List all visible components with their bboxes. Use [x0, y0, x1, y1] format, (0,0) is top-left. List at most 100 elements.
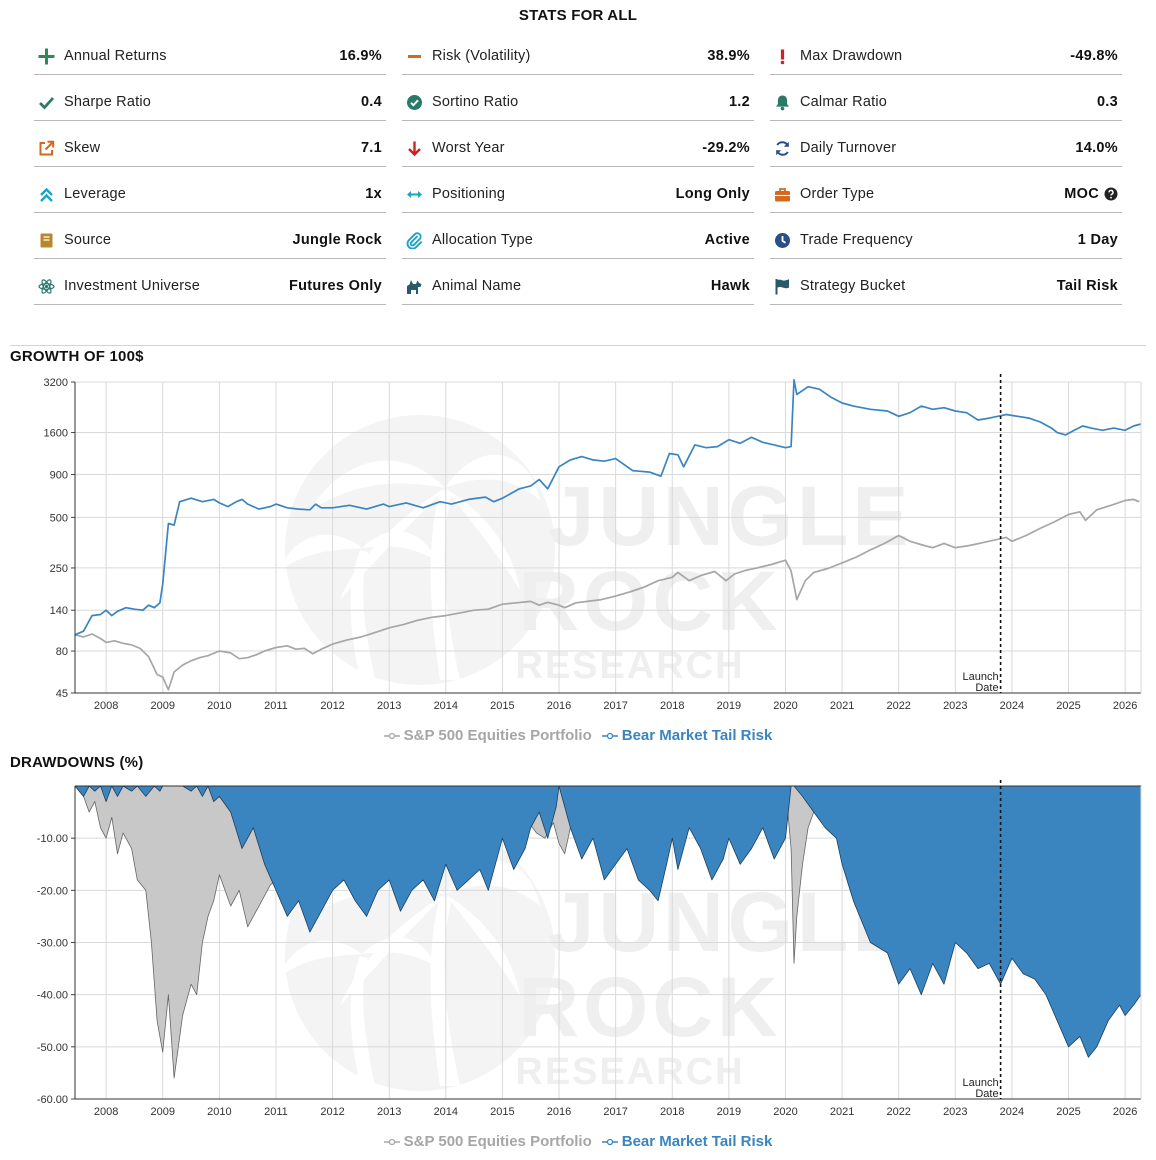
stat-value-text: 1.2 [728, 94, 750, 110]
stat-value: Hawk [711, 278, 750, 294]
legend-marker-benchmark [383, 732, 400, 739]
stat-value-text: 1x [365, 186, 382, 202]
refresh-icon [775, 140, 789, 156]
x-tick-label: 2023 [943, 700, 967, 712]
stat-value-text: 1 Day [1077, 232, 1118, 248]
watermark-text-1: JUNGLE [548, 469, 913, 563]
x-tick-label: 2026 [1113, 1106, 1137, 1118]
legend-label-strategy: Bear Market Tail Risk [621, 727, 773, 744]
x-tick-label: 2016 [547, 1106, 571, 1118]
stat-value-text: 7.1 [360, 140, 382, 156]
y-tick-label: -30.00 [37, 938, 68, 950]
y-tick-label: 140 [50, 605, 68, 617]
series-area-strategy [74, 785, 1142, 1058]
stat-label: Risk (Volatility) [432, 48, 531, 64]
legend-item-strategy[interactable]: Bear Market Tail Risk [601, 1133, 772, 1150]
legend-item-strategy[interactable]: Bear Market Tail Risk [601, 727, 773, 744]
stat-value-text: Futures Only [288, 278, 382, 294]
paperclip-icon [404, 230, 424, 250]
stat-row: Leverage 1x [34, 176, 386, 213]
x-tick-label: 2016 [547, 700, 571, 712]
stat-row: Animal Name Hawk [402, 268, 754, 305]
legend-item-benchmark[interactable]: S&P 500 Equities Portfolio [383, 1133, 592, 1150]
launch-label: Date [975, 682, 998, 694]
stat-row: Calmar Ratio 0.3 [770, 84, 1122, 121]
y-tick-label: -10.00 [37, 833, 68, 845]
stat-label: Animal Name [432, 278, 522, 294]
stat-label: Order Type [800, 186, 875, 202]
stat-row: Risk (Volatility) 38.9% [402, 38, 754, 75]
watermark-text-3: RESEARCH [515, 645, 744, 687]
stat-value-text: Long Only [675, 186, 750, 202]
y-tick-label: -20.00 [37, 885, 68, 897]
stat-value: 16.9% [339, 48, 382, 64]
briefcase-icon [772, 184, 792, 204]
stat-label: Trade Frequency [800, 232, 913, 248]
x-tick-label: 2017 [603, 1106, 627, 1118]
x-tick-label: 2021 [830, 700, 854, 712]
legend-item-benchmark[interactable]: S&P 500 Equities Portfolio [383, 727, 592, 744]
stat-value: 1 Day [1078, 232, 1118, 248]
stat-row: Source Jungle Rock [34, 222, 386, 259]
stat-value-text: 0.3 [1096, 94, 1118, 110]
x-tick-label: 2024 [1000, 1106, 1024, 1118]
exclamation-icon [772, 46, 792, 66]
stat-value-text: Active [704, 232, 750, 248]
x-tick-label: 2018 [660, 1106, 684, 1118]
check-circle-icon [406, 94, 422, 110]
animal-icon [406, 279, 421, 294]
help-icon[interactable] [1104, 187, 1118, 201]
stat-value: -49.8% [1070, 48, 1118, 64]
x-tick-label: 2013 [377, 700, 401, 712]
stat-value-text: 14.0% [1075, 140, 1118, 156]
legend-marker-benchmark [383, 1138, 400, 1145]
x-tick-label: 2014 [434, 1106, 458, 1118]
stat-label: Strategy Bucket [800, 278, 906, 294]
x-tick-label: 2025 [1056, 700, 1080, 712]
stat-label: Investment Universe [64, 278, 200, 294]
x-tick-label: 2025 [1056, 1106, 1080, 1118]
x-tick-label: 2017 [603, 700, 627, 712]
stat-value: Active [705, 232, 750, 248]
stat-value: 14.0% [1075, 140, 1118, 156]
stat-row: Order Type MOC [770, 176, 1122, 213]
horizontal-arrows-icon [404, 184, 424, 204]
y-tick-label: 250 [50, 563, 68, 575]
x-tick-label: 2021 [830, 1106, 854, 1118]
stat-row: Sharpe Ratio 0.4 [34, 84, 386, 121]
checkmark-icon [36, 92, 56, 112]
watermark-text-2: ROCK [518, 554, 781, 648]
stat-value: 1x [365, 186, 382, 202]
watermark-text-2: ROCK [518, 960, 781, 1054]
x-tick-label: 2022 [886, 1106, 910, 1118]
stat-value: -29.2% [702, 140, 750, 156]
flag-icon [772, 276, 792, 296]
y-tick-label: 3200 [44, 377, 68, 389]
stat-value: Long Only [676, 186, 750, 202]
stat-label: Leverage [64, 186, 127, 202]
legend-marker-strategy [601, 1138, 618, 1145]
stat-value-text: MOC [1064, 186, 1099, 202]
y-tick-label: 500 [50, 512, 68, 524]
growth-legend: S&P 500 Equities Portfolio Bear Market T… [0, 727, 1156, 744]
stats-title: STATS FOR ALL [518, 7, 638, 24]
stat-value: 0.4 [361, 94, 382, 110]
x-tick-label: 2022 [886, 700, 910, 712]
launch-label: Date [975, 1088, 998, 1100]
x-tick-label: 2020 [773, 700, 797, 712]
x-tick-label: 2026 [1113, 700, 1137, 712]
palm-tree-icon [280, 454, 540, 680]
x-tick-label: 2008 [94, 700, 118, 712]
double-chevron-up-icon [36, 184, 56, 204]
y-tick-label: -60.00 [37, 1094, 68, 1106]
stat-value-text: Hawk [710, 278, 750, 294]
x-tick-label: 2012 [320, 700, 344, 712]
x-tick-label: 2024 [1000, 700, 1024, 712]
refresh-icon [772, 138, 792, 158]
x-tick-label: 2018 [660, 700, 684, 712]
stat-value-text: Tail Risk [1056, 278, 1118, 294]
watermark-text-3: RESEARCH [515, 1051, 744, 1093]
x-tick-label: 2008 [94, 1106, 118, 1118]
x-tick-label: 2019 [717, 1106, 741, 1118]
